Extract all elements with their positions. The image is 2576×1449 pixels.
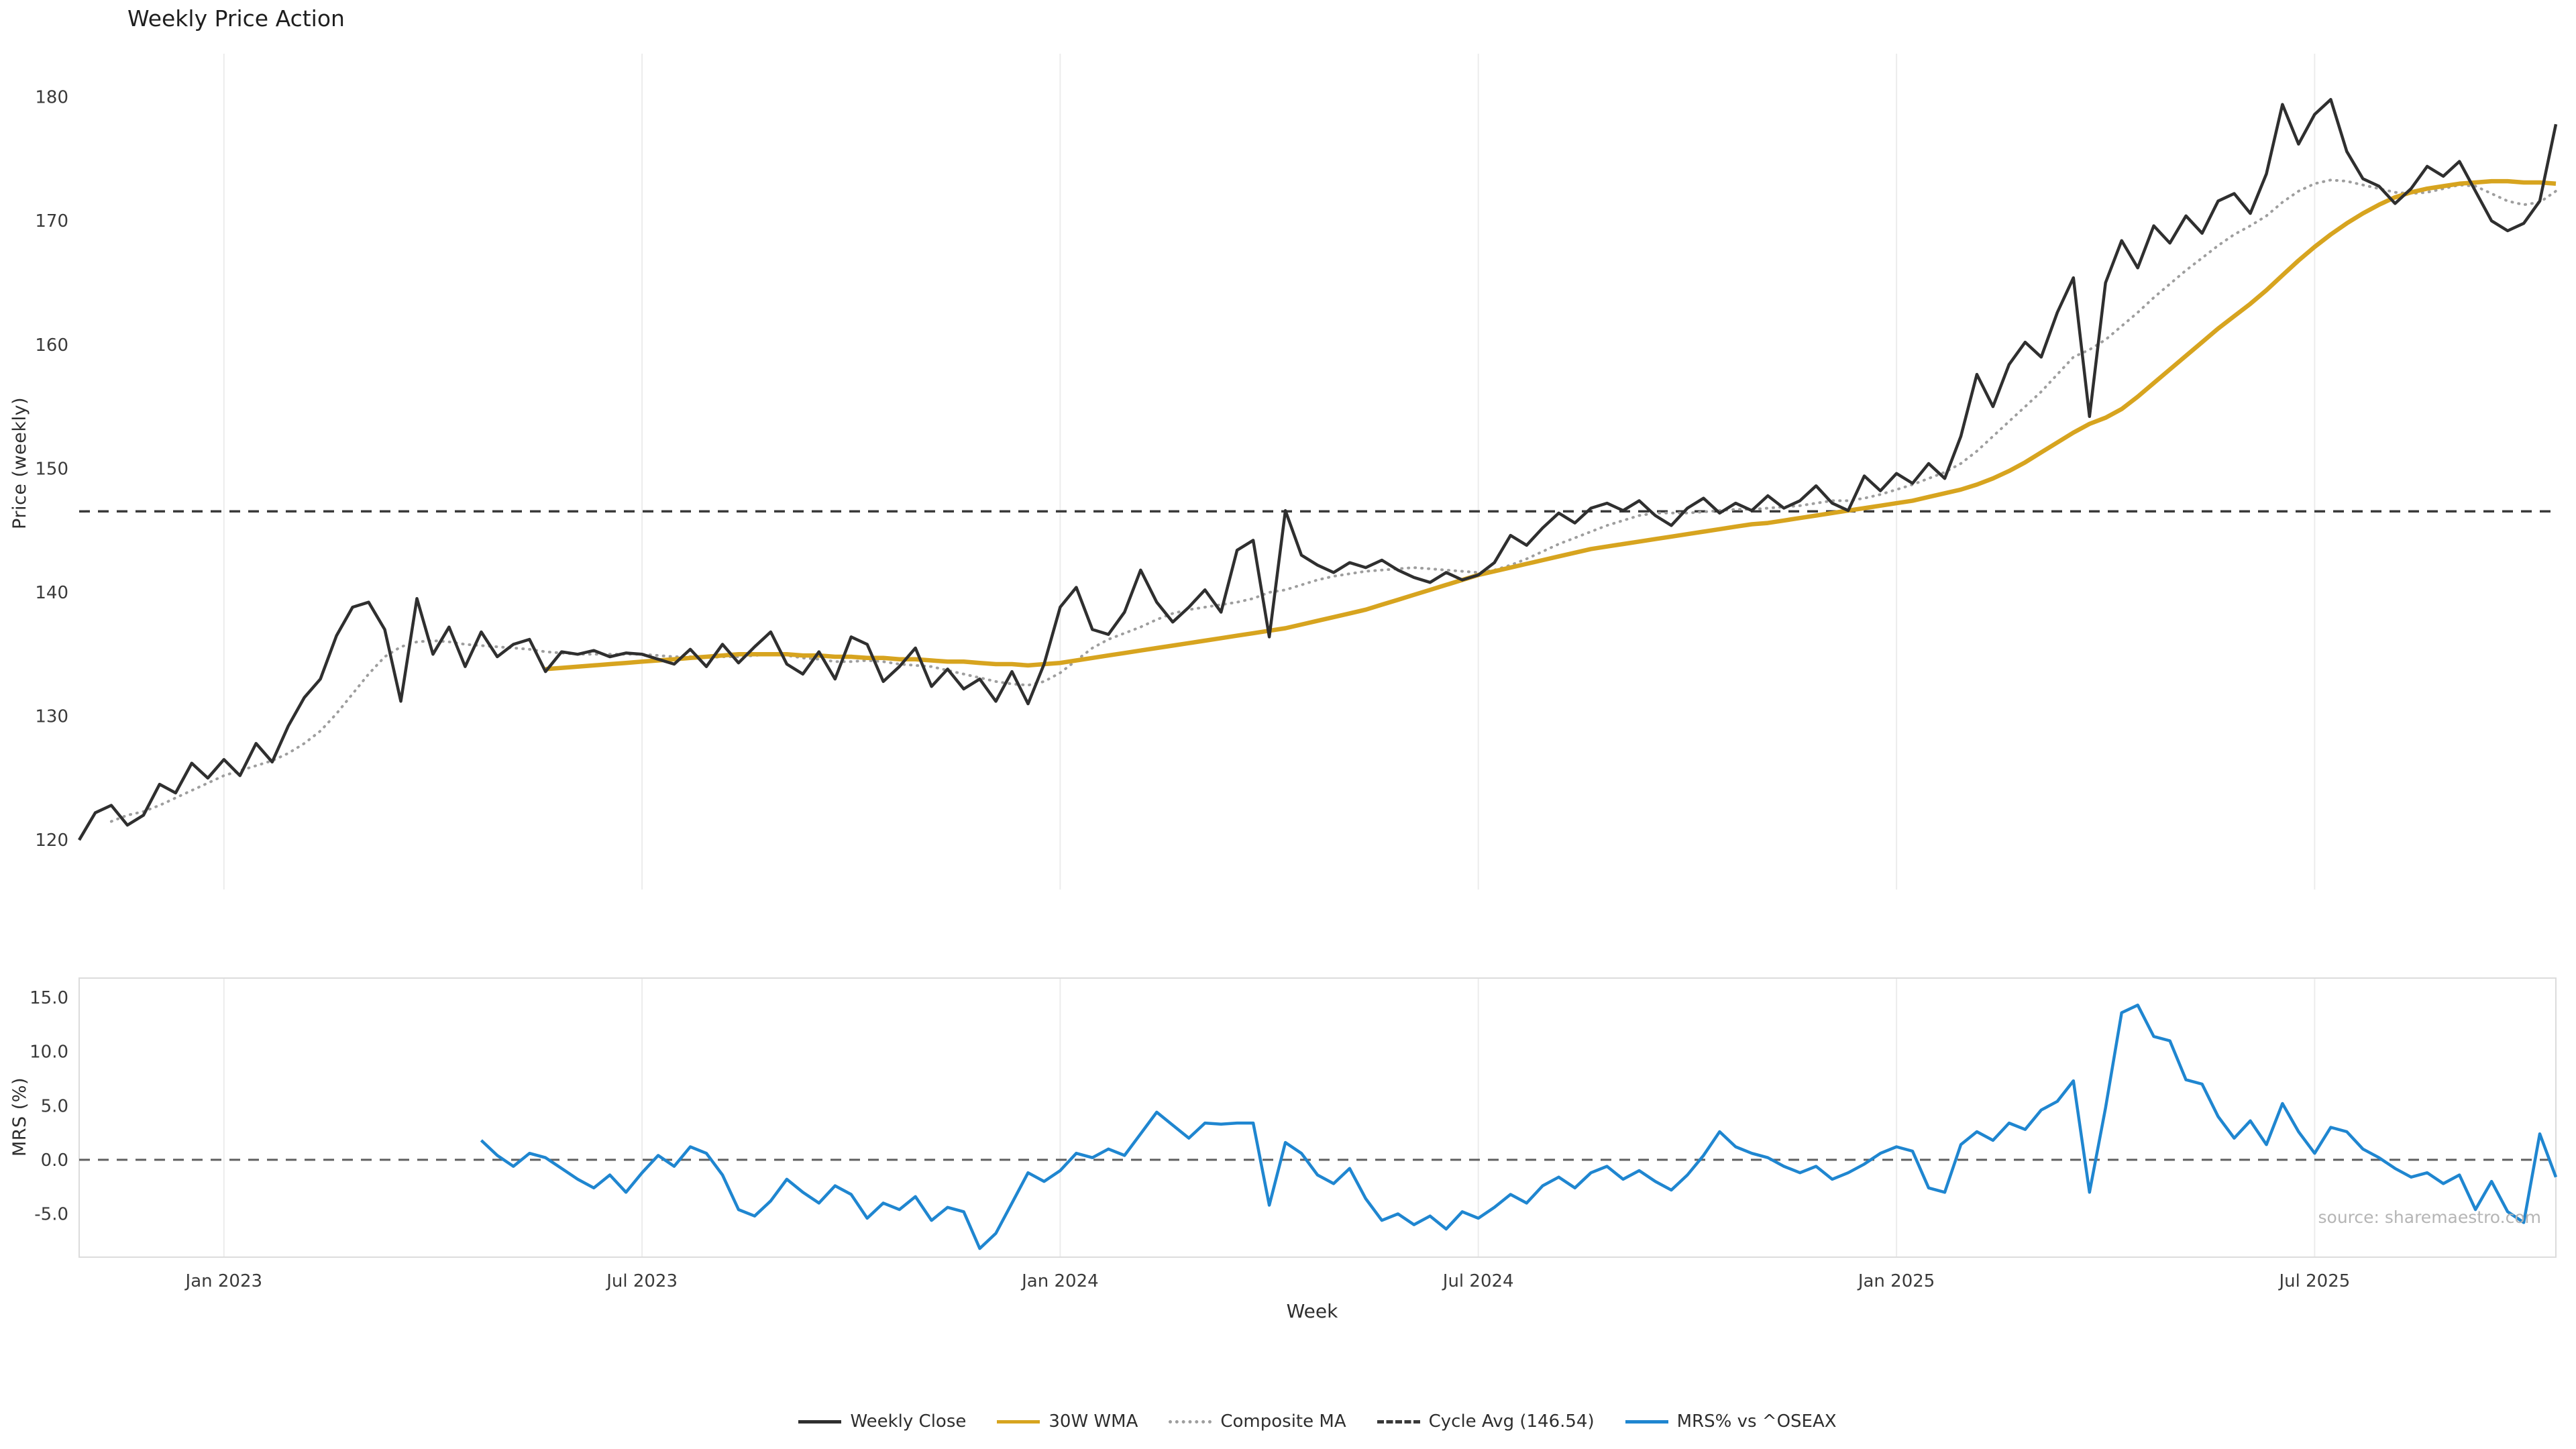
composite-ma-line-swatch <box>1169 1419 1212 1424</box>
mrs-panel-border <box>78 977 2557 1258</box>
mrs-tick-label: 5.0 <box>41 1096 68 1116</box>
price-tick-label: 150 <box>35 459 68 479</box>
x-tick-label: Jan 2025 <box>1857 1271 1935 1291</box>
legend-label-mrs: MRS% vs ^OSEAX <box>1676 1411 1837 1432</box>
legend: Weekly Close 30W WMA Composite MA Cycle … <box>79 1411 2556 1432</box>
mrs-tick-label: 10.0 <box>30 1042 68 1063</box>
x-tick-label: Jul 2025 <box>2277 1271 2350 1291</box>
legend-item-composite-ma: Composite MA <box>1169 1411 1346 1432</box>
price-tick-label: 140 <box>35 583 68 603</box>
legend-item-weekly-close: Weekly Close <box>798 1411 966 1432</box>
mrs-tick-label: 0.0 <box>41 1150 68 1171</box>
price-tick-label: 120 <box>35 830 68 851</box>
legend-label-composite-ma: Composite MA <box>1220 1411 1346 1432</box>
weekly-close-line <box>78 98 2558 841</box>
price-tick-label: 180 <box>35 88 68 108</box>
wma-line-swatch <box>997 1419 1040 1424</box>
x-tick-label: Jan 2023 <box>184 1271 263 1291</box>
mrs-line-swatch <box>1625 1419 1668 1424</box>
source-attribution: source: sharemaestro.com <box>2318 1208 2542 1227</box>
price-axis-label: Price (weekly) <box>9 397 30 529</box>
price-tick-label: 160 <box>35 335 68 356</box>
legend-label-30w-wma: 30W WMA <box>1049 1411 1138 1432</box>
legend-item-30w-wma: 30W WMA <box>997 1411 1138 1432</box>
page-title: Weekly Price Action <box>127 5 345 32</box>
mrs-tick-label: 15.0 <box>30 988 68 1008</box>
30w-wma-line <box>545 178 2557 672</box>
x-tick-label: Jan 2024 <box>1020 1271 1099 1291</box>
legend-label-weekly-close: Weekly Close <box>850 1411 967 1432</box>
x-tick-label: Jul 2023 <box>605 1271 678 1291</box>
legend-item-mrs: MRS% vs ^OSEAX <box>1625 1411 1837 1432</box>
cycle-avg-line-swatch <box>1377 1419 1420 1424</box>
x-tick-label: Jul 2024 <box>1442 1271 1514 1291</box>
mrs-axis-label: MRS (%) <box>9 1077 30 1157</box>
mrs-tick-label: -5.0 <box>34 1205 68 1225</box>
composite-ma-line <box>109 178 2557 823</box>
x-axis-label: Week <box>1286 1300 1338 1322</box>
price-tick-label: 170 <box>35 211 68 231</box>
legend-label-cycle-avg: Cycle Avg (146.54) <box>1428 1411 1595 1432</box>
price-tick-label: 130 <box>35 707 68 727</box>
weekly-close-line-swatch <box>798 1419 842 1424</box>
legend-item-cycle-avg: Cycle Avg (146.54) <box>1377 1411 1595 1432</box>
mrs-vs-oseax-line <box>480 1004 2558 1250</box>
